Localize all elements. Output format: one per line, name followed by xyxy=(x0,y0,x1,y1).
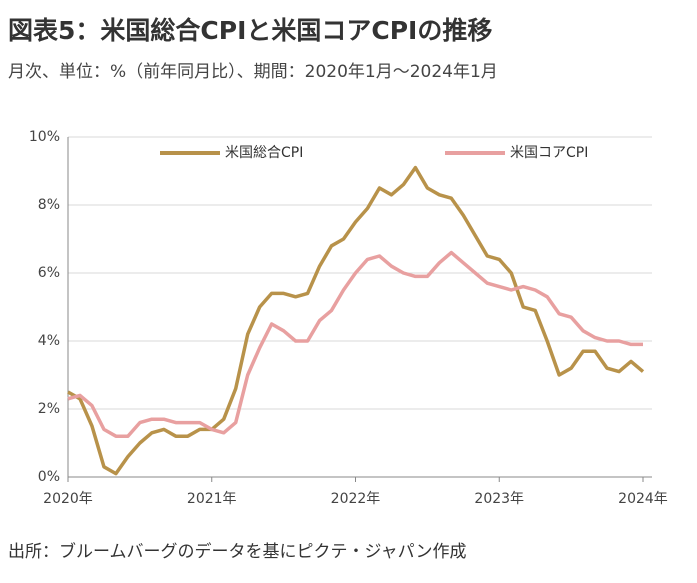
x-tick-label: 2024年 xyxy=(618,491,668,507)
chart-title: 図表5：米国総合CPIと米国コアCPIの推移 xyxy=(8,16,492,45)
source-note: 出所：ブルームバーグのデータを基にピクテ・ジャパン作成 xyxy=(8,541,467,562)
chart-subtitle: 月次、単位：%（前年同月比）、期間：2020年1月～2024年1月 xyxy=(8,62,498,82)
data-line xyxy=(67,250,643,438)
y-tick-label: 4% xyxy=(38,333,60,349)
y-tick-label: 6% xyxy=(38,265,60,281)
y-tick-label: 8% xyxy=(38,197,60,213)
data-line xyxy=(67,165,645,476)
y-tick-label: 0% xyxy=(38,469,60,485)
legend-label: 米国総合CPI xyxy=(225,145,303,161)
x-tick-label: 2022年 xyxy=(331,491,381,507)
y-tick-label: 10% xyxy=(29,129,60,145)
legend-label: 米国コアCPI xyxy=(510,145,588,161)
y-tick-label: 2% xyxy=(38,401,60,417)
x-tick-label: 2021年 xyxy=(187,491,237,507)
x-tick-label: 2020年 xyxy=(43,491,93,507)
x-tick-label: 2023年 xyxy=(474,491,524,507)
